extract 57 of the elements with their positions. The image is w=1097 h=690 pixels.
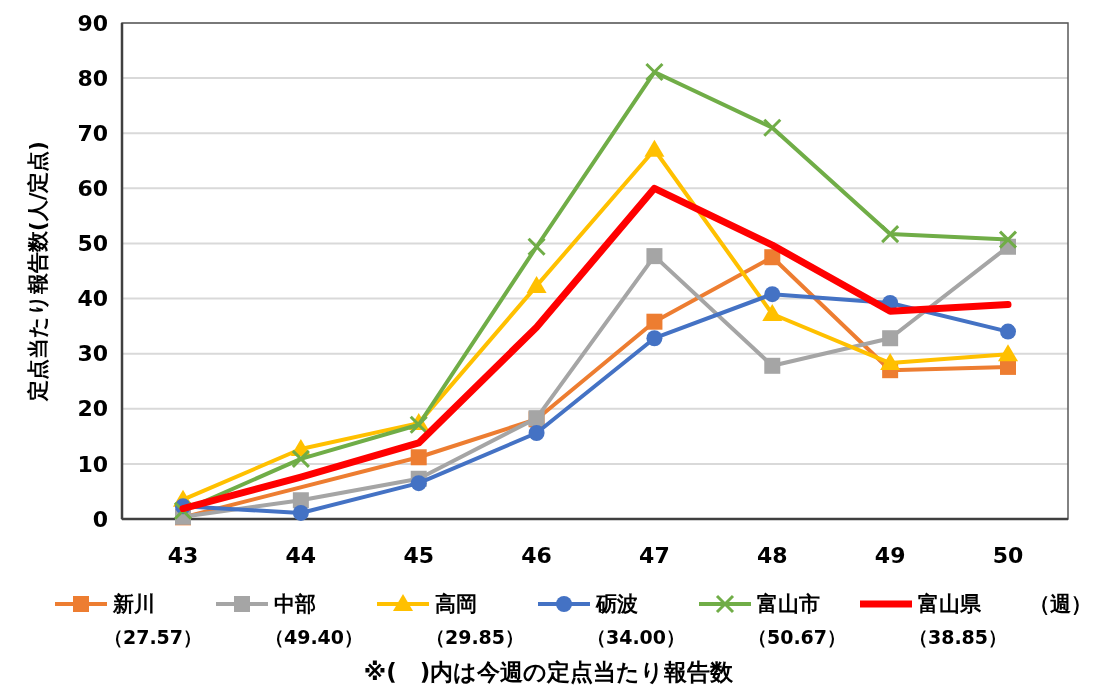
point: [998, 344, 1018, 362]
y-tick-label: 10: [77, 451, 108, 477]
y-tick-label: 60: [77, 176, 108, 202]
point: [291, 449, 311, 469]
y-tick-label: 20: [77, 396, 108, 422]
legend-label: 高岡: [435, 592, 477, 617]
text: （50.67）: [747, 626, 847, 648]
point: [410, 449, 427, 466]
point: [762, 118, 782, 138]
point: [527, 237, 547, 257]
x-tick-label: 45: [403, 543, 435, 568]
y-tick-label: 90: [77, 10, 108, 36]
x-axis-title: （週）: [1028, 592, 1092, 617]
point: [410, 475, 427, 492]
y-tick-label: 70: [77, 120, 108, 146]
text: （34.00）: [586, 626, 686, 648]
text: ※( )内は今週の定点当たり報告数: [363, 659, 735, 685]
point: [882, 330, 899, 347]
y-tick-label: 0: [92, 506, 108, 532]
y-tick-label: 50: [77, 231, 108, 257]
x-tick-label: 49: [874, 543, 906, 568]
point: [646, 330, 663, 347]
x-tick-label: 46: [521, 543, 552, 568]
point: [644, 139, 665, 157]
x-tick-label: 43: [167, 543, 199, 568]
point: [1000, 323, 1016, 340]
y-tick-label: 30: [77, 341, 108, 367]
legend-label: 富山市: [757, 592, 820, 617]
x-tick-label: 47: [639, 543, 670, 568]
point: [292, 504, 309, 521]
point: [764, 249, 781, 266]
legend-label: 新川: [112, 592, 155, 617]
point: [646, 248, 663, 265]
point: [762, 303, 783, 321]
point: [998, 230, 1018, 250]
point: [764, 357, 781, 374]
point: [528, 425, 545, 442]
text: （27.57）: [103, 626, 203, 648]
point: [644, 62, 664, 82]
x-tick-label: 48: [756, 543, 788, 568]
point: [880, 224, 900, 244]
text: （49.40）: [264, 626, 364, 648]
point: [646, 313, 663, 330]
legend-label: 中部: [274, 592, 316, 617]
point: [409, 415, 429, 435]
point: [526, 275, 547, 293]
point: [880, 353, 901, 371]
y-tick-label: 80: [77, 65, 108, 91]
y-axis-title: 定点当たり報告数(人/定点): [26, 141, 50, 402]
point: [764, 286, 781, 303]
text: （38.85）: [908, 626, 1008, 648]
legend-label: 砺波: [595, 592, 638, 617]
text: （29.85）: [425, 626, 525, 648]
y-tick-label: 40: [77, 286, 108, 312]
legend-label: 富山県: [918, 592, 982, 617]
x-tick-label: 50: [992, 543, 1024, 568]
x-tick-label: 44: [285, 543, 317, 568]
